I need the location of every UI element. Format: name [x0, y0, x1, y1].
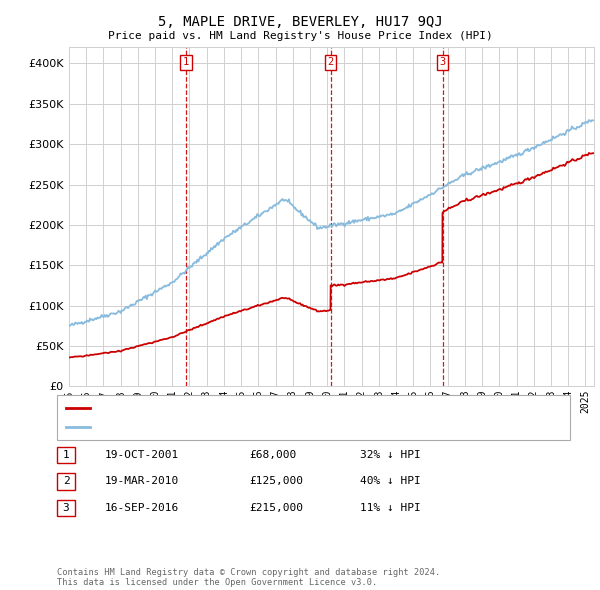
- Text: 2: 2: [62, 477, 70, 486]
- Text: Price paid vs. HM Land Registry's House Price Index (HPI): Price paid vs. HM Land Registry's House …: [107, 31, 493, 41]
- Text: 11% ↓ HPI: 11% ↓ HPI: [360, 503, 421, 513]
- Text: 16-SEP-2016: 16-SEP-2016: [105, 503, 179, 513]
- Text: 19-MAR-2010: 19-MAR-2010: [105, 477, 179, 486]
- Text: 3: 3: [439, 57, 446, 67]
- Text: 5, MAPLE DRIVE, BEVERLEY, HU17 9QJ (detached house): 5, MAPLE DRIVE, BEVERLEY, HU17 9QJ (deta…: [96, 403, 415, 412]
- Text: 32% ↓ HPI: 32% ↓ HPI: [360, 450, 421, 460]
- Text: HPI: Average price, detached house, East Riding of Yorkshire: HPI: Average price, detached house, East…: [96, 422, 471, 432]
- Text: £125,000: £125,000: [249, 477, 303, 486]
- Text: 1: 1: [62, 450, 70, 460]
- Text: 3: 3: [62, 503, 70, 513]
- Text: 19-OCT-2001: 19-OCT-2001: [105, 450, 179, 460]
- Text: 5, MAPLE DRIVE, BEVERLEY, HU17 9QJ: 5, MAPLE DRIVE, BEVERLEY, HU17 9QJ: [158, 15, 442, 29]
- Text: Contains HM Land Registry data © Crown copyright and database right 2024.
This d: Contains HM Land Registry data © Crown c…: [57, 568, 440, 587]
- Text: 40% ↓ HPI: 40% ↓ HPI: [360, 477, 421, 486]
- Text: £68,000: £68,000: [249, 450, 296, 460]
- Text: 1: 1: [183, 57, 189, 67]
- Text: 2: 2: [328, 57, 334, 67]
- Text: £215,000: £215,000: [249, 503, 303, 513]
